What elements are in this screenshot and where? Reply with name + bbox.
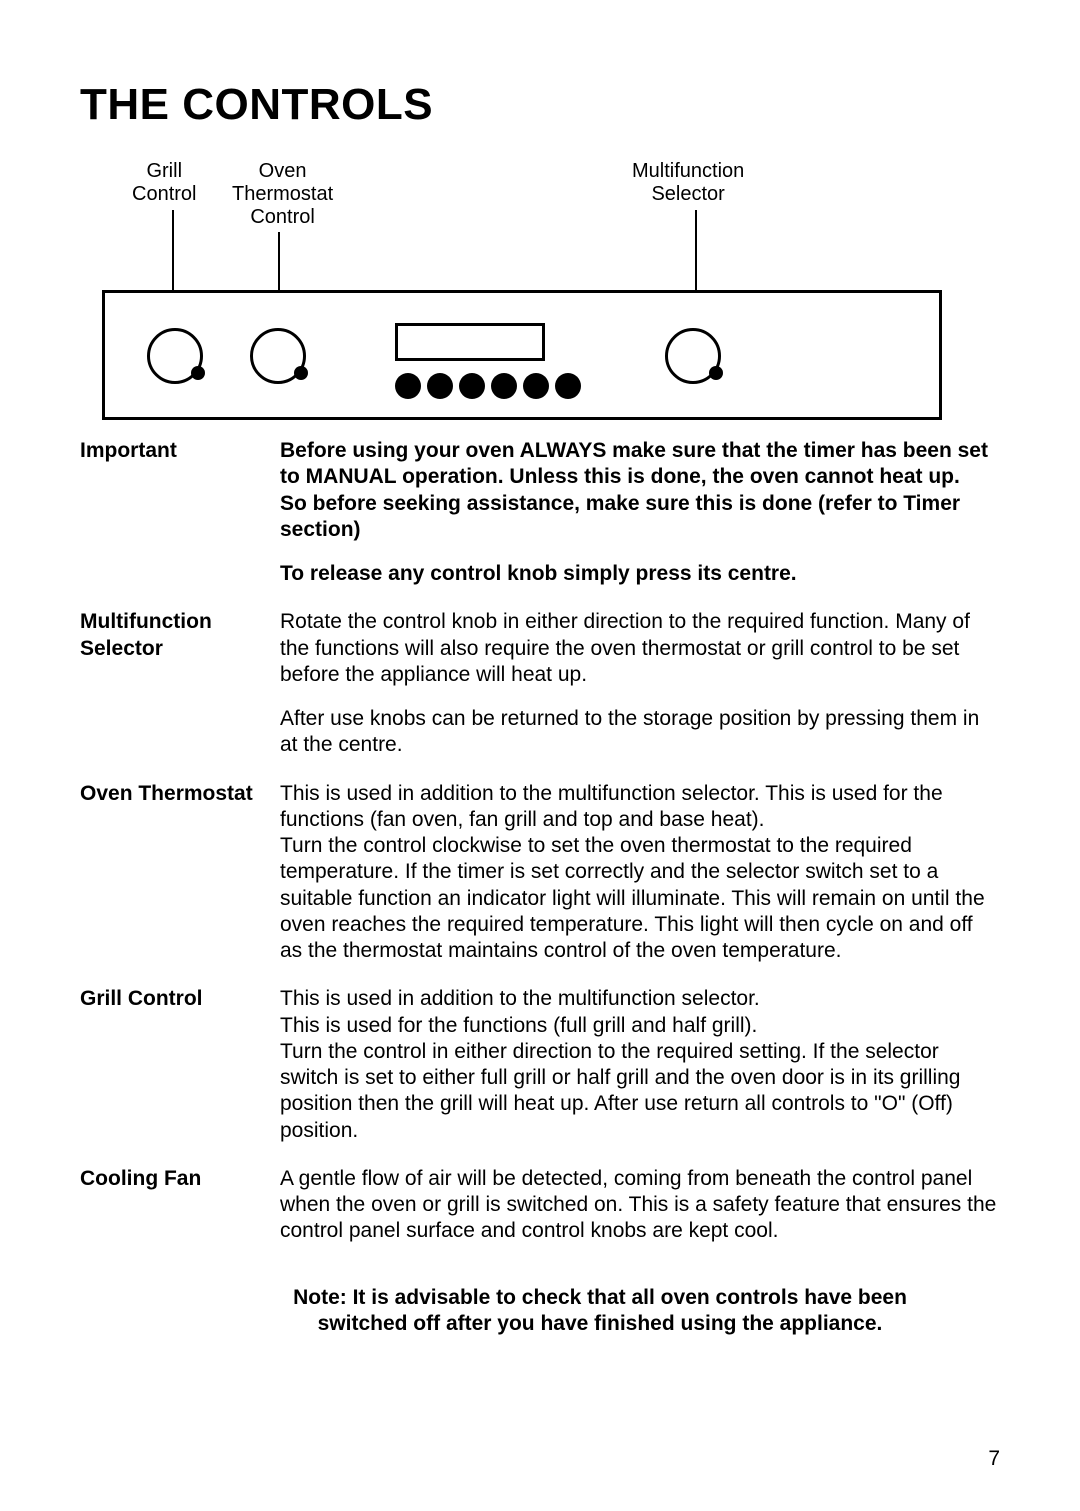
section-paragraph: This is used in addition to the multifun… [280, 986, 1000, 1144]
knob-tick-icon [709, 366, 723, 380]
section-paragraph: Before using your oven ALWAYS make sure … [280, 438, 1000, 543]
controls-diagram: Grill Control Oven Thermostat Control Mu… [102, 160, 942, 420]
knob-tick-icon [294, 366, 308, 380]
diagram-label-thermostat: Oven Thermostat Control [232, 160, 333, 229]
section-label: Oven Thermostat [80, 781, 280, 807]
section-paragraph: A gentle flow of air will be detected, c… [280, 1166, 1000, 1245]
timer-button-icon [523, 373, 549, 399]
section-paragraph: This is used in addition to the multifun… [280, 781, 1000, 965]
diagram-label-grill: Grill Control [132, 160, 196, 206]
section-paragraph: After use knobs can be returned to the s… [280, 706, 1000, 759]
timer-button-icon [555, 373, 581, 399]
timer-button-icon [459, 373, 485, 399]
section-important: Important Before using your oven ALWAYS … [80, 438, 1000, 587]
page-number: 7 [988, 1447, 1000, 1471]
section-oven-thermostat: Oven Thermostat This is used in addition… [80, 781, 1000, 965]
control-panel-outline [102, 290, 942, 420]
diagram-label-multifunction: Multifunction Selector [632, 160, 744, 206]
section-label: Multifunction Selector [80, 609, 280, 662]
sections-container: Important Before using your oven ALWAYS … [80, 438, 1000, 1245]
section-label: Cooling Fan [80, 1166, 280, 1192]
section-paragraph: To release any control knob simply press… [280, 561, 1000, 587]
knob-tick-icon [191, 366, 205, 380]
section-body: Before using your oven ALWAYS make sure … [280, 438, 1000, 587]
section-label: Important [80, 438, 280, 464]
timer-button-icon [395, 373, 421, 399]
section-label: Grill Control [80, 986, 280, 1012]
timer-display-icon [395, 323, 545, 361]
section-paragraph: Rotate the control knob in either direct… [280, 609, 1000, 688]
section-grill-control: Grill Control This is used in addition t… [80, 986, 1000, 1144]
page-title: THE CONTROLS [80, 80, 1000, 130]
section-body: This is used in addition to the multifun… [280, 986, 1000, 1144]
footer-note: Note: It is advisable to check that all … [280, 1285, 920, 1338]
section-cooling-fan: Cooling Fan A gentle flow of air will be… [80, 1166, 1000, 1245]
section-body: Rotate the control knob in either direct… [280, 609, 1000, 758]
timer-button-icon [427, 373, 453, 399]
timer-button-icon [491, 373, 517, 399]
section-multifunction-selector: Multifunction Selector Rotate the contro… [80, 609, 1000, 758]
section-body: A gentle flow of air will be detected, c… [280, 1166, 1000, 1245]
section-body: This is used in addition to the multifun… [280, 781, 1000, 965]
